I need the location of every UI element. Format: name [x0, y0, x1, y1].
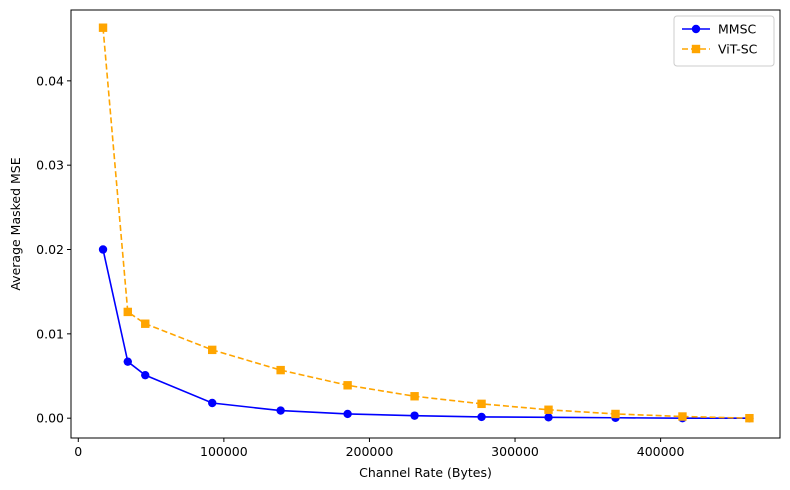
- data-point-mmsc: [123, 357, 132, 366]
- y-tick-label: 0.03: [36, 158, 64, 173]
- data-point-mmsc: [477, 412, 486, 422]
- y-tick-label: 0.01: [36, 326, 64, 341]
- data-point-vit-sc: [410, 392, 419, 401]
- data-point-mmsc: [544, 413, 553, 422]
- data-point-mmsc: [141, 370, 150, 380]
- data-point-vit-sc: [98, 23, 108, 32]
- x-axis-label: Channel Rate (Bytes): [359, 465, 492, 480]
- data-point-mmsc: [343, 409, 352, 419]
- x-tick-label: 400000: [637, 444, 685, 459]
- data-point-vit-sc: [123, 307, 132, 317]
- data-point-mmsc: [98, 245, 108, 254]
- data-point-mmsc: [410, 411, 419, 420]
- data-point-vit-sc: [544, 405, 553, 414]
- data-point-mmsc: [276, 406, 285, 415]
- plot-frame: [70, 9, 781, 439]
- legend: MMSC ViT-SC: [673, 15, 775, 67]
- data-point-vit-sc: [141, 319, 150, 328]
- data-point-vit-sc: [477, 399, 486, 409]
- x-tick-label: 100000: [200, 444, 248, 459]
- y-tick-label: 0.00: [36, 411, 64, 426]
- legend-label-mmsc: MMSC: [718, 22, 757, 37]
- y-axis-label: Average Masked MSE: [8, 157, 23, 290]
- data-point-vit-sc: [343, 381, 352, 390]
- legend-marker-vit-sc: [691, 44, 701, 54]
- data-point-mmsc: [208, 398, 217, 408]
- plot-series: [98, 23, 754, 423]
- legend-label-vit-sc: ViT-SC: [718, 42, 758, 57]
- axis-ticks: 0 100000 200000 300000 400000 0.00 0.01 0.02 0.0…: [36, 73, 684, 459]
- data-point-vit-sc: [611, 409, 620, 419]
- data-point-vit-sc: [208, 345, 217, 355]
- y-tick-label: 0.02: [36, 242, 64, 257]
- data-point-vit-sc: [745, 413, 754, 423]
- x-tick-label: 200000: [346, 444, 394, 459]
- x-tick-label: 0: [74, 444, 82, 459]
- data-point-vit-sc: [678, 412, 687, 421]
- x-tick-label: 300000: [491, 444, 539, 459]
- legend-marker-mmsc: [691, 24, 701, 34]
- y-tick-label: 0.04: [36, 73, 64, 88]
- data-point-vit-sc: [276, 365, 285, 375]
